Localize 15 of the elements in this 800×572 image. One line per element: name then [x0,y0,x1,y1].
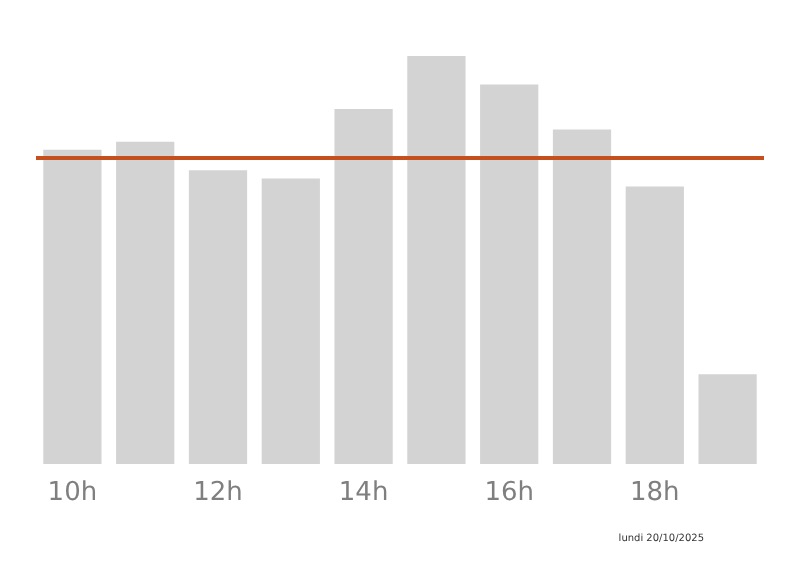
bar [552,129,612,464]
bar [261,178,320,464]
bar [407,56,466,464]
x-tick-label: 18h [630,478,680,508]
bar [116,141,175,464]
x-tick-label: 12h [193,478,243,508]
bar [334,109,393,464]
x-tick-label: 16h [484,478,534,508]
bar [480,84,539,464]
bar [698,374,757,464]
x-tick-label: 10h [47,478,98,508]
bar [43,149,102,464]
bar [625,186,684,464]
x-tick-label: 14h [338,478,389,508]
bar [188,170,248,464]
